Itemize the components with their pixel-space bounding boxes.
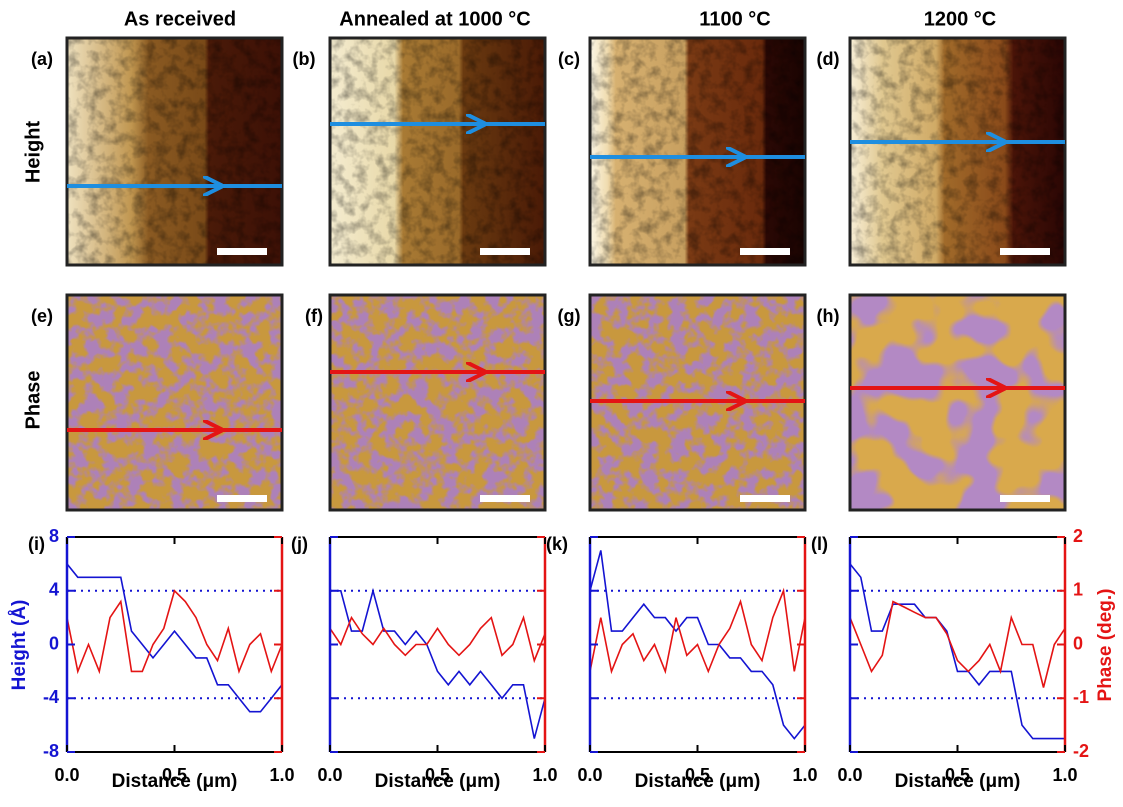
scale-bar <box>480 495 530 502</box>
panel-label: (d) <box>817 49 840 69</box>
panel-label: (c) <box>558 49 580 69</box>
scale-bar <box>480 248 530 255</box>
column-title: As received <box>124 8 236 30</box>
x-tick-label: 1.0 <box>532 765 557 785</box>
y-tick-label: 8 <box>49 526 59 546</box>
x-tick-label: 1.0 <box>1052 765 1077 785</box>
afm-texture <box>330 295 545 510</box>
x-axis-label: Distance (μm) <box>112 771 238 792</box>
x-tick-label: 1.0 <box>269 765 294 785</box>
y2-tick-label: -2 <box>1073 741 1089 761</box>
y2-tick-label: 0 <box>1073 633 1083 653</box>
x-axis-label: Distance (μm) <box>895 771 1021 792</box>
data-line <box>66 589 283 675</box>
x-tick-label: 0.0 <box>317 765 342 785</box>
y2-axis-label: Phase (deg.) <box>1095 589 1116 702</box>
image-frame <box>328 293 547 512</box>
data-line <box>329 615 546 664</box>
panel-label: (e) <box>31 306 53 326</box>
column-title: Annealed at 1000 °C <box>339 8 530 30</box>
y2-tick-label: -1 <box>1073 687 1089 707</box>
afm-texture <box>330 38 545 265</box>
afm-texture <box>67 295 282 510</box>
data-line <box>330 587 546 739</box>
panel-label: (j) <box>291 534 308 554</box>
panel-label: (f) <box>305 306 323 326</box>
image-frame <box>328 36 547 267</box>
panel-label: (k) <box>546 534 568 554</box>
panel-label: (l) <box>811 534 828 554</box>
row-label: Phase <box>22 371 44 430</box>
data-line <box>849 600 1066 688</box>
column-title: 1200 °C <box>924 8 997 30</box>
x-tick-label: 0.5 <box>162 765 187 785</box>
x-tick-label: 1.0 <box>792 765 817 785</box>
scale-bar <box>740 248 790 255</box>
scale-bar <box>1000 248 1050 255</box>
x-axis-label: Distance (μm) <box>635 771 761 792</box>
panel-label: (i) <box>28 534 45 554</box>
x-tick-label: 0.0 <box>54 765 79 785</box>
x-tick-label: 0.0 <box>837 765 862 785</box>
scale-bar <box>740 495 790 502</box>
scale-bar <box>1000 495 1050 502</box>
data-line <box>589 587 806 675</box>
panel-label: (b) <box>293 49 316 69</box>
y-tick-label: -4 <box>43 687 59 707</box>
data-line <box>849 563 1065 740</box>
panel-label: (h) <box>817 306 840 326</box>
data-line <box>66 563 283 713</box>
image-frame <box>65 36 284 267</box>
x-tick-label: 0.5 <box>945 765 970 785</box>
x-tick-label: 0.5 <box>425 765 450 785</box>
scale-bar <box>217 495 267 502</box>
image-frame <box>65 293 284 512</box>
y-tick-label: -8 <box>43 741 59 761</box>
y-tick-label: 4 <box>49 580 59 600</box>
scale-bar <box>217 248 267 255</box>
column-title: 1100 °C <box>699 8 770 30</box>
y-axis-label: Height (Å) <box>9 600 30 691</box>
afm-texture <box>850 295 1065 510</box>
x-axis-label: Distance (μm) <box>375 771 501 792</box>
image-frame <box>588 36 807 267</box>
image-frame <box>848 36 1067 267</box>
y2-tick-label: 2 <box>1073 526 1083 546</box>
panel-label: (a) <box>31 49 53 69</box>
afm-texture <box>67 38 282 265</box>
y-tick-label: 0 <box>49 633 59 653</box>
data-line <box>589 550 806 740</box>
row-label: Height <box>22 121 44 184</box>
panel-label: (g) <box>558 306 581 326</box>
image-frame <box>848 293 1067 512</box>
afm-texture <box>590 38 805 265</box>
x-tick-label: 0.0 <box>577 765 602 785</box>
afm-texture <box>850 38 1065 265</box>
y2-tick-label: 1 <box>1073 580 1083 600</box>
x-tick-label: 0.5 <box>685 765 710 785</box>
